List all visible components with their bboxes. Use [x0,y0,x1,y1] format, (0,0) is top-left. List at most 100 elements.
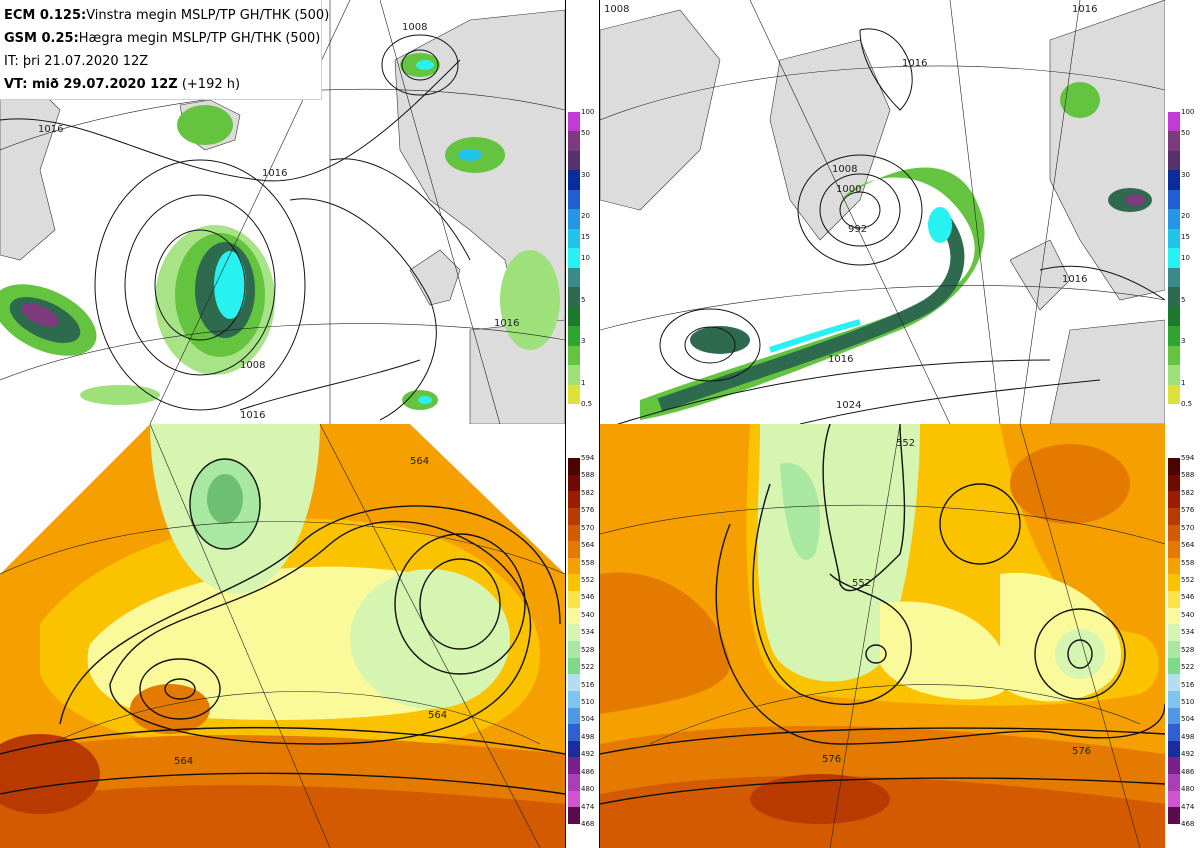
isobar-label: 1008 [604,4,629,15]
isobar-label: 1008 [832,164,857,175]
colorbar-segment [568,267,580,288]
colorbar-tick-label: 534 [581,628,595,637]
isobar-label: 1016 [1072,4,1097,15]
colorbar-segment [1168,740,1180,758]
canada-landmass [600,9,721,211]
colorbar-segment [568,131,580,152]
scandinavia-landmass [1049,0,1165,301]
colorbar-tick-label: 546 [1181,593,1195,602]
ecm-thickness-panel: 564 564 564 [0,424,565,848]
colorbar-tick-label: 3 [1181,337,1186,346]
colorbar-segment [1168,657,1180,675]
colorbar-tick-label: 0.5 [581,400,593,408]
colorbar-tick-label: 594 [581,454,595,462]
isobar-label: 1016 [262,168,287,179]
colorbar-segment [1168,690,1180,709]
colorbar-segment [1168,774,1180,792]
colorbar-tick-label: 498 [1181,732,1195,741]
colorbar-tick-label: 564 [581,541,595,550]
colorbar-tick-label: 50 [1181,128,1190,137]
thickness-contour-label: 552 [852,578,871,589]
colorbar-tick-label: 30 [1181,170,1190,179]
colorbar-segment [568,724,580,742]
colorbar-tick-label: 576 [581,506,595,515]
colorbar-segment [568,209,580,230]
colorbar-segment [1168,641,1180,659]
colorbar-segment [1168,790,1180,808]
colorbar-segment [1168,267,1180,288]
colorbar-tick-label: 522 [1181,663,1195,672]
thickness-contour-label: 552 [896,438,915,449]
colorbar-segment [568,326,580,347]
colorbar-segment [568,287,580,308]
colorbar-segment [568,674,580,692]
colorbar-tick-label: 1 [581,379,586,388]
colorbar-segment [1168,557,1180,575]
precip-colorbar: 100 50 30 20 15 10 5 3 1 0.5 [1168,108,1198,408]
colorbar-segment [1168,674,1180,692]
colorbar-segment [1168,757,1180,775]
colorbar-segment [1168,150,1180,171]
colorbar-tick-label: 582 [581,488,595,497]
colorbar-tick-label: 10 [1181,254,1190,262]
thickness-colorbar: 594 588 582 576 570 564 558 552 546 540 534 528 522 5… [1168,454,1198,828]
isobar-label: 1016 [902,58,927,69]
colorbar-tick-label: 20 [581,212,590,221]
colorbar-segment [568,365,580,386]
isobar-label: 1016 [494,318,519,329]
model-info-box: ECM 0.125:Vinstra megin MSLP/TP GH/THK (… [0,0,329,100]
panel-divider [599,0,600,848]
precip-field [640,82,1152,420]
ecm-thickness-map: 564 564 564 [0,424,565,848]
colorbar-tick-label: 546 [581,593,595,602]
ecm-label: ECM 0.125: [4,8,87,23]
colorbar-segment [568,790,580,808]
colorbar-segment [568,641,580,659]
colorbar-tick-label: 100 [1181,108,1195,116]
ecm-description: Vinstra megin MSLP/TP GH/THK (500) [86,8,330,23]
gsm-mslp-panel: 1008 1016 1016 1008 1000 992 1016 1016 1… [600,0,1165,424]
colorbar-tick-label: 5 [1181,295,1186,304]
colorbar-tick-label: 50 [581,128,590,137]
colorbar-segment [1168,591,1180,609]
lat-lon-grid [0,424,565,848]
colorbar-segment [1168,491,1180,509]
colorbar-segment [568,150,580,171]
colorbar-segment [568,624,580,642]
lat-lon-grid [600,424,1165,848]
isobar-label: 1016 [828,354,853,365]
colorbar-tick-label: 552 [581,576,595,584]
colorbar-tick-label: 570 [581,523,595,532]
colorbar-tick-label: 528 [581,645,595,654]
isobar-label: 1016 [1062,274,1087,285]
colorbar-tick-label: 570 [1181,523,1195,532]
geopotential-contours [0,458,565,795]
colorbar-tick-label: 100 [581,108,595,116]
colorbar-tick-label: 20 [1181,212,1190,221]
colorbar-tick-label: 576 [1181,506,1195,515]
colorbar-tick-label: 558 [1181,558,1195,567]
ecm-mslp-panel: 1016 1016 1008 1016 1008 1016 ECM 0.125:… [0,0,565,424]
isobars [616,28,1165,424]
colorbar-segment [568,657,580,675]
colorbar-segment [1168,228,1180,249]
colorbar-tick-label: 492 [581,750,595,759]
colorbar-tick-label: 15 [1181,233,1190,242]
isobar-label: 1008 [402,22,427,33]
thickness-contour-label: 576 [1072,746,1091,757]
thickness-contour-label: 576 [822,754,841,765]
colorbar-tick-label: 5 [581,295,586,304]
thickness-contour-label: 564 [428,710,447,721]
colorbar-tick-label: 516 [1181,680,1195,689]
colorbar-segment [1168,189,1180,210]
colorbar-tick-label: 480 [1181,785,1195,794]
colorbar-tick-label: 588 [1181,471,1195,480]
colorbar-tick-label: 10 [581,254,590,262]
colorbar-segment [568,507,580,526]
colorbar-segment [568,306,580,327]
colorbar-tick-label: 594 [1181,454,1195,462]
colorbar-tick-label: 474 [581,802,595,811]
colorbar-segment [568,591,580,609]
colorbar-segment [1168,326,1180,347]
colorbar-tick-label: 30 [581,170,590,179]
